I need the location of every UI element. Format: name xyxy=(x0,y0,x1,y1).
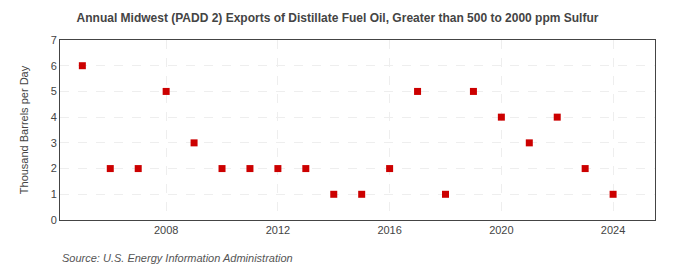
svg-text:7: 7 xyxy=(51,34,57,46)
svg-text:1: 1 xyxy=(51,188,57,200)
svg-text:3: 3 xyxy=(51,137,57,149)
svg-text:2: 2 xyxy=(51,162,57,174)
svg-text:2016: 2016 xyxy=(377,224,401,236)
svg-text:5: 5 xyxy=(51,85,57,97)
svg-text:2020: 2020 xyxy=(489,224,513,236)
svg-text:Annual Midwest (PADD 2) Export: Annual Midwest (PADD 2) Exports of Disti… xyxy=(77,11,599,25)
svg-text:0: 0 xyxy=(51,214,57,226)
svg-text:Source: U.S. Energy Informatio: Source: U.S. Energy Information Administ… xyxy=(62,252,293,264)
svg-text:6: 6 xyxy=(51,60,57,72)
svg-text:2008: 2008 xyxy=(154,224,178,236)
svg-text:Thousand Barrels per Day: Thousand Barrels per Day xyxy=(18,65,30,194)
svg-text:2024: 2024 xyxy=(601,224,625,236)
svg-text:4: 4 xyxy=(51,111,57,123)
svg-text:2012: 2012 xyxy=(266,224,290,236)
